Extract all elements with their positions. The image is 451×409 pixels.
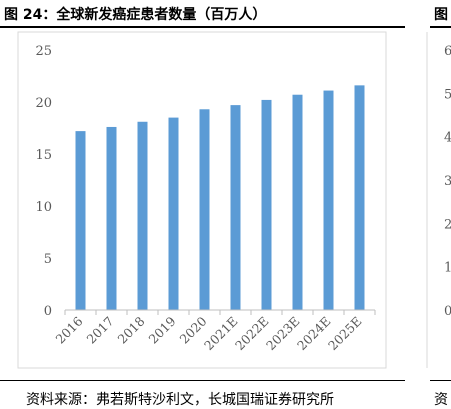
y-tick-label: 20 [35,96,52,111]
y-tick-label: 15 [35,148,52,163]
bar-2019 [168,117,179,310]
bar-chart: 0 5 10 15 20 25 2016 2017 2018 2019 2020 2021E 2022… [0,30,405,370]
next-chart-y-tick-label: 1 [444,261,451,276]
bar-2023e [292,94,303,310]
next-chart-y-tick-label: 6 [444,44,451,59]
x-tick-label: 2021E [201,314,241,354]
bar-2022e [261,99,272,310]
x-axis-labels: 201620172018201920202021E2022E2023E2024E… [53,313,365,353]
y-tick-label: 25 [35,44,52,59]
y-tick-label: 5 [44,252,52,267]
bars [75,85,365,311]
bar-2025e [354,85,365,310]
next-chart-fragment: 6 5 4 3 2 1 0 [426,30,451,370]
next-figure-title-fragment: 图 [434,7,448,23]
chart-svg: 0 5 10 15 20 25 201620172018201920202021E2022… [17,31,387,369]
x-tick-label: 2025E [325,314,365,354]
y-tick-label: 0 [44,304,52,319]
x-tick-label: 2023E [263,314,303,354]
bar-2020 [199,109,210,310]
bar-2016 [75,131,86,310]
bar-2021e [230,105,241,311]
x-tick-label: 2024E [294,314,334,354]
x-tick-label: 2017 [84,313,117,346]
x-axis-ticks [64,310,376,315]
next-chart-y-tick-label: 3 [444,174,451,189]
next-chart-y-tick-label: 0 [444,304,451,319]
x-tick-label: 2022E [232,314,272,354]
source-rule [0,380,405,381]
bar-2017 [106,126,117,311]
x-tick-label: 2019 [146,313,179,346]
x-tick-label: 2018 [115,313,148,346]
next-chart-y-tick-label: 2 [444,217,451,232]
x-tick-label: 2016 [53,313,86,346]
bar-2018 [137,121,148,310]
next-chart-y-tick-label: 4 [444,131,451,146]
next-chart-svg: 6 5 4 3 2 1 0 [426,32,451,368]
next-chart-y-tick-label: 5 [444,87,451,102]
source-note: 资料来源：弗若斯特沙利文，长城国瑞证券研究所 [26,392,334,408]
title-rule [0,26,405,28]
y-axis: 0 5 10 15 20 25 [35,44,52,319]
y-tick-label: 10 [35,200,52,215]
next-source-fragment: 资 [434,392,448,408]
chart-frame [17,31,387,369]
next-figure-title-rule [430,26,451,28]
next-chart-y-ticks: 6 5 4 3 2 1 0 [444,44,451,319]
bar-2024e [323,90,334,310]
next-source-rule [430,380,451,381]
figure-title: 图 24：全球新发癌症患者数量（百万人） [4,7,267,23]
